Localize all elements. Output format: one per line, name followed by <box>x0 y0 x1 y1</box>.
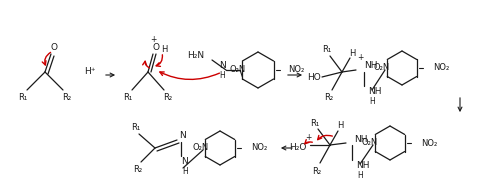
Text: H: H <box>349 48 355 58</box>
Text: H₂N: H₂N <box>187 52 204 60</box>
Text: R₁: R₁ <box>124 94 132 102</box>
Text: O₂N: O₂N <box>373 63 390 72</box>
Text: H: H <box>182 167 188 177</box>
Text: NH: NH <box>354 136 368 145</box>
Text: +: + <box>150 35 156 45</box>
Text: NH: NH <box>368 88 382 96</box>
Text: O: O <box>152 43 160 52</box>
Text: +: + <box>357 54 363 62</box>
Text: H: H <box>161 45 167 54</box>
Text: R₂: R₂ <box>134 165 142 173</box>
Text: R₁: R₁ <box>310 118 320 128</box>
Text: O: O <box>50 43 58 52</box>
Text: NO₂: NO₂ <box>421 139 437 147</box>
Text: R₂: R₂ <box>164 94 172 102</box>
Text: H₂O: H₂O <box>290 143 306 153</box>
Text: R₂: R₂ <box>62 94 72 102</box>
Text: NH: NH <box>356 161 370 171</box>
Text: +: + <box>305 134 311 143</box>
Text: H: H <box>337 122 343 130</box>
Text: H: H <box>219 70 225 80</box>
Text: N: N <box>218 60 226 70</box>
Text: HO: HO <box>307 72 321 82</box>
Text: O₂N: O₂N <box>230 64 246 74</box>
Text: R₁: R₁ <box>18 94 28 102</box>
Text: H⁺: H⁺ <box>84 68 96 76</box>
Text: NO₂: NO₂ <box>251 143 267 153</box>
Text: R₂: R₂ <box>324 94 334 102</box>
Text: N: N <box>182 157 188 167</box>
Text: NO₂: NO₂ <box>433 64 449 72</box>
Text: N: N <box>178 132 186 141</box>
Text: R₁: R₁ <box>132 124 140 132</box>
Text: O₂N: O₂N <box>361 138 378 147</box>
Text: NO₂: NO₂ <box>288 66 304 74</box>
Text: O₂N: O₂N <box>192 143 208 152</box>
Text: R₁: R₁ <box>322 46 332 54</box>
Text: H: H <box>357 171 363 181</box>
Text: NH: NH <box>364 62 378 70</box>
Text: H: H <box>369 98 375 106</box>
Text: R₂: R₂ <box>312 167 322 175</box>
